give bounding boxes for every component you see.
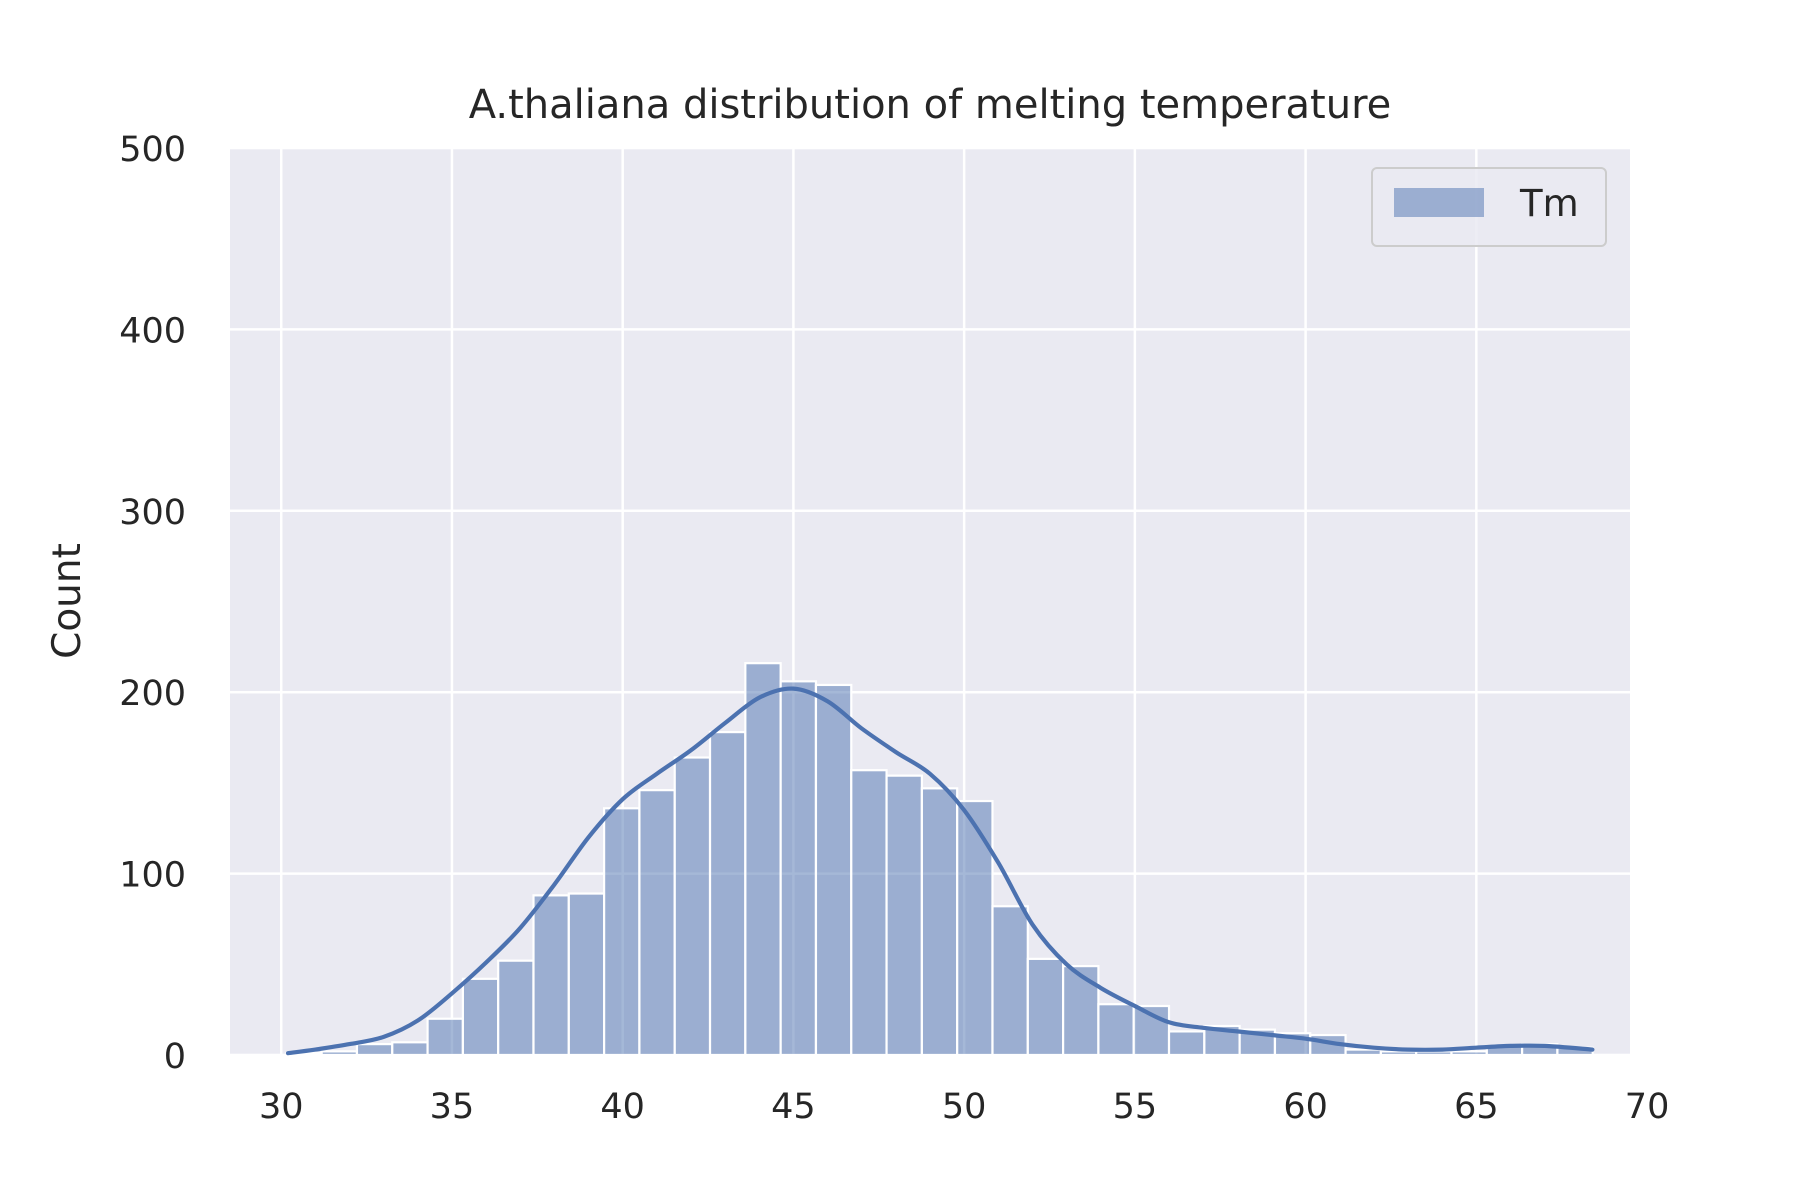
histogram-bar xyxy=(1344,1048,1382,1057)
histogram-bar xyxy=(603,807,641,1057)
histogram-bar xyxy=(1026,957,1065,1057)
histogram-bar xyxy=(885,774,923,1057)
legend-frame xyxy=(1371,167,1607,247)
x-tick-label: 70 xyxy=(1625,1087,1670,1127)
histogram-bar xyxy=(850,769,888,1057)
x-tick-label: 60 xyxy=(1283,1087,1328,1127)
histogram-bar xyxy=(1415,1050,1453,1057)
histogram-bar xyxy=(461,977,500,1057)
histogram-bar xyxy=(779,680,818,1057)
x-tick-label: 55 xyxy=(1113,1087,1158,1127)
x-axis-ticks: 30 35 40 45 50 55 60 65 70 xyxy=(259,1087,1669,1127)
histogram-bar xyxy=(567,892,606,1057)
histogram-bar xyxy=(814,683,853,1057)
histogram-bar xyxy=(956,799,994,1057)
histogram-bar xyxy=(638,789,676,1057)
legend-label-tm: Tm xyxy=(1519,182,1579,225)
x-tick-label: 65 xyxy=(1454,1087,1499,1127)
histogram-bar xyxy=(497,959,535,1057)
histogram-bar xyxy=(426,1017,464,1057)
y-tick-label: 100 xyxy=(119,856,186,896)
chart-title: A.thaliana distribution of melting tempe… xyxy=(469,82,1392,128)
histogram-bar xyxy=(1379,1050,1418,1057)
histogram-bar xyxy=(708,731,747,1057)
x-tick-label: 45 xyxy=(771,1087,816,1127)
histogram-bar xyxy=(991,905,1029,1057)
y-tick-label: 0 xyxy=(164,1037,186,1077)
y-tick-label: 200 xyxy=(119,674,186,714)
histogram-bar xyxy=(920,787,959,1057)
x-tick-label: 30 xyxy=(259,1087,304,1127)
legend-swatch xyxy=(1394,188,1484,217)
y-tick-label: 400 xyxy=(119,311,186,351)
y-tick-label: 500 xyxy=(119,130,186,170)
histogram-bar xyxy=(320,1050,359,1057)
histogram-bars xyxy=(285,662,1594,1057)
y-tick-label: 300 xyxy=(119,493,186,533)
x-tick-label: 35 xyxy=(430,1087,475,1127)
y-axis-ticks: 0 100 200 300 400 500 xyxy=(119,130,186,1077)
histogram-bar xyxy=(1167,1030,1206,1057)
y-axis-label: Count xyxy=(45,543,90,659)
histogram-bar xyxy=(355,1043,394,1057)
histogram-bar xyxy=(532,894,570,1057)
x-tick-label: 50 xyxy=(942,1087,987,1127)
kde-curve xyxy=(285,686,1595,1056)
histogram-bar xyxy=(391,1041,429,1057)
legend: Tm xyxy=(1371,167,1607,247)
histogram-bar xyxy=(1062,965,1100,1057)
x-tick-label: 40 xyxy=(600,1087,645,1127)
histogram-bar xyxy=(673,756,712,1057)
histogram-bar xyxy=(1097,1003,1135,1057)
histogram-bar xyxy=(1450,1050,1488,1057)
histogram-bar xyxy=(744,662,782,1057)
